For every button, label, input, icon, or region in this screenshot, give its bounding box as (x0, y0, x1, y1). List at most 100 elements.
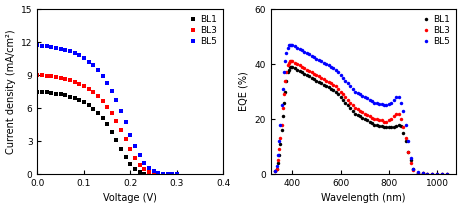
Legend: BL1, BL3, BL5: BL1, BL3, BL5 (420, 14, 452, 48)
BL5 (420, 172, 426, 175)
BL1 (35, 90, 40, 93)
BL3 (72, 81, 78, 83)
BL5 (44, 45, 49, 47)
BL3 (146, 171, 152, 173)
BL5 (374, 101, 380, 104)
BL3 (49, 75, 54, 78)
BL5 (151, 170, 156, 172)
BL3 (100, 100, 105, 102)
BL3 (67, 79, 73, 82)
BL1 (44, 91, 49, 94)
BL1 (316, 81, 322, 83)
BL1 (39, 91, 45, 93)
BL1 (285, 71, 290, 74)
BL5 (165, 173, 170, 175)
BL1 (355, 114, 360, 116)
BL1 (137, 171, 142, 174)
BL5 (132, 145, 138, 147)
BL3 (53, 76, 59, 78)
BL3 (123, 138, 128, 141)
BL3 (316, 75, 322, 78)
Line: BL5: BL5 (274, 43, 449, 176)
BL3 (86, 88, 91, 90)
BL5 (39, 45, 45, 47)
BL5 (141, 162, 147, 164)
BL3 (58, 77, 63, 79)
BL5 (170, 173, 175, 175)
BL5 (109, 89, 115, 92)
BL5 (146, 167, 152, 169)
BL5 (67, 50, 73, 52)
BL1 (53, 92, 59, 95)
BL1 (151, 173, 156, 175)
BL5 (285, 46, 290, 49)
BL5 (286, 43, 292, 46)
BL5 (367, 98, 372, 101)
Y-axis label: Current density (mA/cm²): Current density (mA/cm²) (6, 29, 16, 154)
BL3 (170, 173, 175, 175)
BL3 (156, 173, 161, 175)
BL5 (35, 44, 40, 47)
BL1 (114, 139, 119, 141)
BL5 (81, 57, 87, 60)
BL1 (156, 173, 161, 175)
BL5 (444, 173, 450, 175)
BL1 (58, 93, 63, 96)
BL3 (137, 163, 142, 166)
BL3 (444, 173, 450, 175)
X-axis label: Wavelength (nm): Wavelength (nm) (321, 194, 406, 203)
BL1 (287, 66, 293, 68)
BL5 (72, 52, 78, 54)
BL5 (160, 172, 166, 175)
BL5 (77, 54, 82, 57)
BL5 (128, 133, 133, 136)
BL1 (67, 95, 73, 98)
BL5 (316, 59, 322, 61)
BL1 (104, 123, 110, 125)
BL3 (109, 112, 115, 115)
BL3 (132, 157, 138, 159)
BL5 (53, 46, 59, 49)
BL1 (132, 168, 138, 170)
Line: BL5: BL5 (36, 43, 179, 176)
BL3 (35, 74, 40, 76)
BL1 (86, 104, 91, 106)
BL3 (160, 173, 166, 175)
BL1 (128, 163, 133, 165)
Line: BL1: BL1 (36, 90, 160, 176)
BL3 (77, 83, 82, 85)
BL5 (104, 81, 110, 84)
BL5 (118, 110, 124, 112)
BL3 (44, 75, 49, 77)
BL1 (49, 92, 54, 94)
BL3 (420, 172, 426, 175)
BL1 (91, 107, 96, 110)
BL1 (444, 173, 450, 175)
BL1 (420, 172, 426, 175)
BL3 (114, 120, 119, 122)
BL1 (77, 99, 82, 101)
BL3 (39, 74, 45, 77)
BL5 (91, 64, 96, 67)
BL3 (118, 129, 124, 131)
BL3 (273, 170, 278, 173)
BL3 (141, 168, 147, 171)
BL5 (100, 75, 105, 77)
BL3 (285, 64, 290, 67)
BL3 (95, 95, 101, 98)
BL1 (118, 148, 124, 150)
BL5 (273, 170, 278, 173)
BL3 (104, 106, 110, 108)
BL1 (374, 123, 380, 126)
BL5 (62, 48, 68, 51)
BL1 (123, 156, 128, 158)
BL1 (273, 170, 278, 173)
BL1 (146, 173, 152, 175)
BL1 (95, 112, 101, 114)
BL5 (123, 121, 128, 124)
BL5 (439, 173, 445, 175)
BL5 (95, 69, 101, 71)
BL3 (287, 60, 293, 62)
BL3 (91, 91, 96, 94)
BL5 (137, 154, 142, 157)
